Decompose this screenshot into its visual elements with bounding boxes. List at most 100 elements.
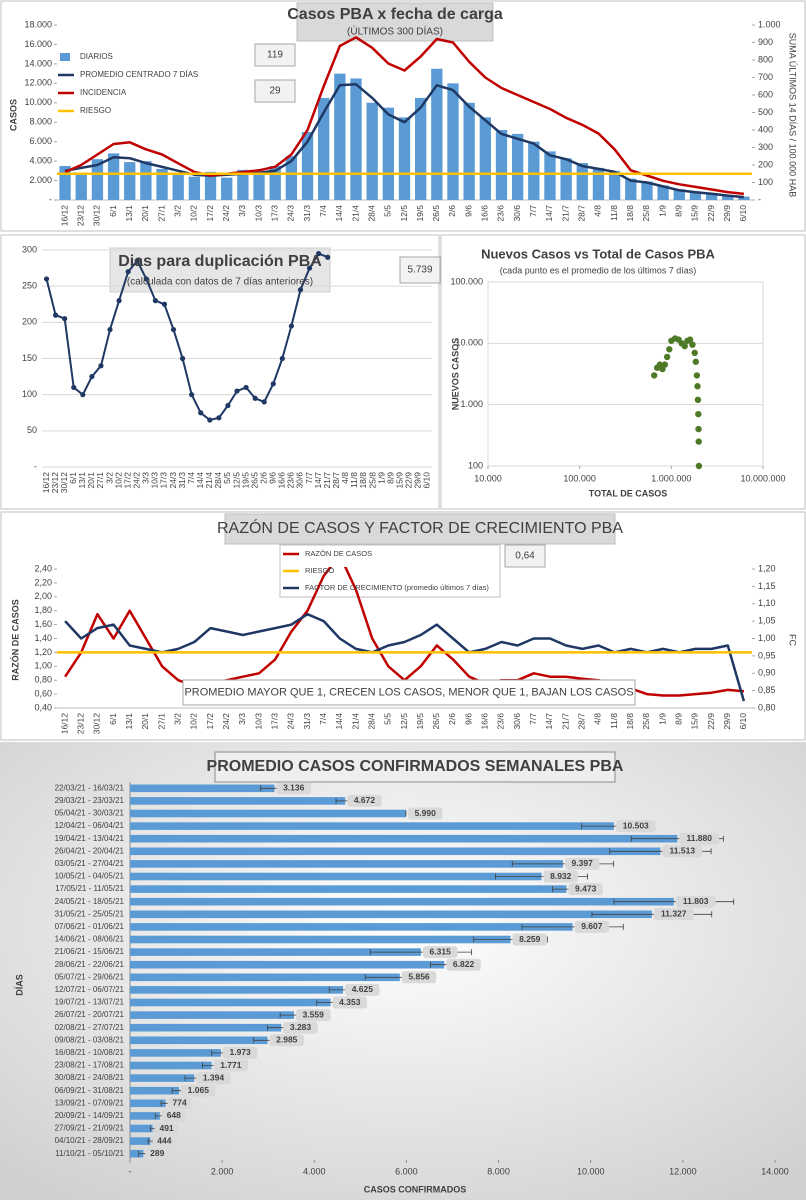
bar <box>334 73 346 200</box>
y-tick-label: 14/06/21 - 08/06/21 <box>55 935 125 944</box>
chart-subtitle: (cada punto es el promedio de los último… <box>500 265 697 275</box>
legend-box <box>279 544 501 598</box>
x-tick-label: 31/3 <box>302 205 312 222</box>
bar <box>722 195 734 200</box>
y-tick-label: 20/09/21 - 14/09/21 <box>55 1111 125 1120</box>
x-tick-label: 23/12 <box>75 713 85 735</box>
point <box>107 326 113 333</box>
x-tick-label: 21/7 <box>322 472 332 489</box>
point <box>252 395 258 401</box>
x-tick-label: 8/9 <box>674 205 684 217</box>
data-label-bg <box>679 832 720 845</box>
data-label: 4.625 <box>352 984 374 994</box>
bar <box>130 1149 144 1158</box>
data-label-bg <box>568 883 603 896</box>
bar <box>140 161 152 200</box>
y2-tick-label: 700 <box>758 72 773 82</box>
y-tick-label: 6.000 <box>29 136 52 146</box>
x-tick-label: 3/2 <box>172 205 182 217</box>
y-tick-label: 2,20 <box>34 577 52 587</box>
bar <box>301 131 314 200</box>
data-label: 648 <box>167 1110 181 1120</box>
y2-tick-label: 900 <box>758 37 773 47</box>
x-tick-label: 18/8 <box>358 472 368 489</box>
x-tick-label: 6/1 <box>108 713 118 725</box>
x-tick-label: 16/6 <box>480 713 490 730</box>
data-label: 6.822 <box>453 959 475 969</box>
bar <box>641 181 653 200</box>
x-tick-label: 21/7 <box>560 713 570 730</box>
x-tick-label: 8/9 <box>674 713 684 725</box>
y-tick-label: 17/05/21 - 11/05/21 <box>55 884 124 893</box>
x-tick-label: 16/6 <box>480 205 490 222</box>
y-tick-label: 150 <box>22 353 37 363</box>
y-tick-label: 28/06/21 - 22/06/21 <box>55 960 125 969</box>
x-tick-label: 19/5 <box>415 713 425 730</box>
bar <box>130 1137 151 1145</box>
x-tick-label: 10.000 <box>577 1166 605 1176</box>
y-tick-label: 26/04/21 - 20/04/21 <box>55 846 125 855</box>
x-tick-label: 13/1 <box>124 713 134 730</box>
x-tick-label: 21/4 <box>350 205 360 222</box>
x-tick-label: 7/7 <box>528 205 538 217</box>
x-tick-label: 2/6 <box>447 713 457 725</box>
data-label-bg <box>161 1109 186 1122</box>
x-tick-label: 26/5 <box>249 472 259 489</box>
data-label-bg <box>564 857 600 870</box>
x-tick-label: 1.000.000 <box>651 473 691 483</box>
point <box>694 383 701 390</box>
bar <box>560 158 572 200</box>
y-tick-label: 16/08/21 - 10/08/21 <box>55 1048 125 1057</box>
bar <box>130 986 344 994</box>
x-tick-label: 3/2 <box>172 713 182 725</box>
x-tick-label: 23/12 <box>50 472 60 494</box>
y2-tick-label: 500 <box>758 107 773 117</box>
y-tick-label: 22/03/21 - 16/03/21 <box>55 783 125 792</box>
bar <box>366 102 378 200</box>
legend-label: RAZÓN DE CASOS <box>305 549 372 558</box>
x-tick-label: 14/4 <box>334 205 344 222</box>
bar <box>172 173 184 200</box>
x-tick-label: 1/9 <box>657 205 667 217</box>
x-tick-label: 30/6 <box>295 472 305 489</box>
y-tick-label: 2,40 <box>34 563 52 573</box>
x-tick-label: 14/4 <box>334 713 344 730</box>
bar <box>107 153 120 200</box>
y-tick-label: 10/05/21 - 04/05/21 <box>55 872 125 881</box>
legend-label: RIESGO <box>305 566 334 575</box>
x-tick-label: 21/7 <box>560 205 570 222</box>
y2-tick-label: 0,80 <box>758 702 776 712</box>
point <box>695 425 702 433</box>
panel <box>0 742 806 1200</box>
y-tick-label: 09/08/21 - 03/08/21 <box>55 1035 125 1044</box>
y-tick-label: 05/07/21 - 29/06/21 <box>55 972 125 981</box>
x-tick-label: 13/1 <box>124 205 134 222</box>
x-tick-label: 28/7 <box>577 713 587 730</box>
series-line <box>64 612 746 702</box>
data-label-bg <box>276 782 311 795</box>
plot-frame <box>487 281 764 467</box>
y-tick-label: 03/05/21 - 27/04/21 <box>55 859 125 868</box>
title-box <box>109 247 331 293</box>
bar <box>657 185 669 200</box>
x-tick-label: 7/4 <box>186 472 196 484</box>
point <box>325 254 331 260</box>
data-label: 9.397 <box>572 858 594 868</box>
x-tick-label: 31/3 <box>177 472 187 489</box>
bar <box>689 191 702 200</box>
point <box>71 384 77 391</box>
x-tick-label: 16/12 <box>59 205 69 227</box>
data-label-bg <box>181 1084 216 1097</box>
data-label-bg <box>347 794 382 807</box>
bar <box>130 834 678 843</box>
x-tick-label: 10/2 <box>189 205 199 222</box>
x-tick-label: 20/1 <box>140 205 150 222</box>
data-label-bg <box>145 1147 170 1160</box>
x-tick-label: 25/8 <box>367 472 377 489</box>
y-tick-label: 8.000 <box>29 117 52 127</box>
point <box>689 341 696 348</box>
y-tick-label: 50 <box>27 425 37 435</box>
x-tick-label: 1/9 <box>657 713 667 725</box>
x-tick-label: 23/12 <box>75 205 85 227</box>
point <box>62 316 68 322</box>
